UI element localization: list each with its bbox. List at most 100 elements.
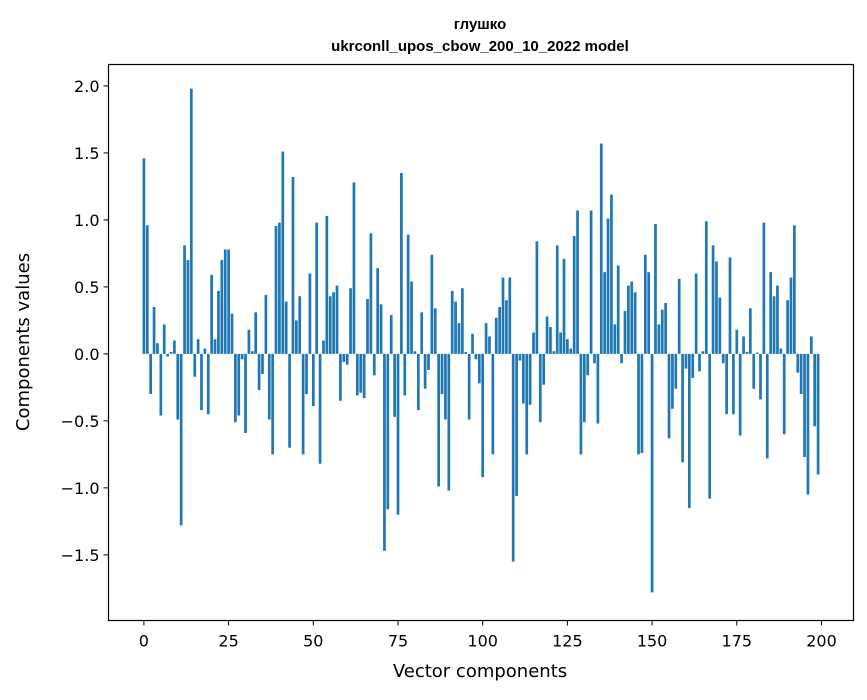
bar-component-90 <box>447 353 451 491</box>
bar-component-191 <box>789 277 793 354</box>
bar-component-19 <box>206 353 210 415</box>
bar-component-127 <box>572 235 576 354</box>
bar-component-198 <box>813 353 817 427</box>
bar-component-13 <box>186 260 190 354</box>
bar-component-81 <box>416 353 420 411</box>
bar-component-50 <box>311 353 315 407</box>
bar-component-45 <box>295 320 298 354</box>
bar-component-106 <box>501 277 505 354</box>
bar-component-65 <box>362 353 366 399</box>
bar-component-2 <box>149 353 153 395</box>
bar-component-67 <box>369 233 373 354</box>
bar-component-168 <box>711 245 715 354</box>
bar-component-89 <box>444 353 447 420</box>
bar-component-166 <box>704 221 708 354</box>
bar-component-170 <box>718 297 722 354</box>
bar-component-185 <box>769 272 773 354</box>
bar-component-160 <box>684 353 688 369</box>
bar-component-176 <box>738 353 742 436</box>
bar-component-56 <box>332 292 335 354</box>
bar-component-22 <box>217 290 220 354</box>
bar-component-142 <box>623 311 627 354</box>
bar-component-178 <box>745 351 749 354</box>
bar-component-189 <box>782 353 786 435</box>
bar-component-146 <box>637 353 640 455</box>
bar-component-173 <box>728 257 732 354</box>
bar-component-38 <box>271 353 274 455</box>
bar-component-48 <box>305 353 308 395</box>
bar-component-23 <box>220 260 224 354</box>
bar-component-55 <box>328 296 332 354</box>
bar-component-79 <box>410 281 413 354</box>
bar-component-135 <box>599 143 603 354</box>
x-tick-label: 50 <box>303 632 323 651</box>
bar-component-69 <box>376 268 380 354</box>
bar-component-97 <box>471 333 474 354</box>
bar-component-179 <box>748 308 752 354</box>
bar-component-61 <box>349 288 352 354</box>
bar-component-75 <box>396 353 400 515</box>
bar-component-171 <box>721 353 725 364</box>
bar-component-100 <box>481 353 485 478</box>
bar-component-153 <box>660 309 664 354</box>
bar-component-99 <box>477 353 481 384</box>
bar-component-162 <box>691 353 695 379</box>
bar-component-26 <box>230 313 234 354</box>
bar-component-49 <box>308 273 312 354</box>
bar-component-98 <box>474 353 478 360</box>
bar-component-137 <box>606 218 610 354</box>
y-tick-label: 1.5 <box>74 144 99 163</box>
x-tick-label: 25 <box>218 632 238 651</box>
bar-component-59 <box>342 353 346 362</box>
bar-component-34 <box>257 353 261 391</box>
bar-component-141 <box>620 353 623 364</box>
bar-component-151 <box>654 223 657 354</box>
bar-component-29 <box>240 353 244 360</box>
chart-title-line-2: ukrconll_upos_cbow_200_10_2022 model <box>331 38 629 55</box>
bar-component-193 <box>796 353 800 373</box>
bar-component-145 <box>633 292 637 354</box>
bar-component-44 <box>291 177 295 354</box>
bar-component-132 <box>589 210 593 354</box>
bar-component-32 <box>250 351 254 354</box>
bar-component-105 <box>498 306 501 354</box>
bar-component-6 <box>162 324 166 354</box>
bar-component-143 <box>627 285 630 354</box>
bar-component-76 <box>400 173 403 354</box>
bar-component-68 <box>372 353 376 376</box>
bar-component-158 <box>677 278 681 354</box>
bar-component-57 <box>335 285 339 354</box>
bar-component-41 <box>281 151 285 354</box>
bar-component-133 <box>593 353 596 364</box>
bar-component-169 <box>715 261 718 354</box>
bar-component-167 <box>708 353 712 499</box>
bar-component-182 <box>759 353 762 400</box>
bar-component-148 <box>643 254 647 354</box>
x-tick-label: 100 <box>467 632 498 651</box>
bar-component-31 <box>247 329 251 354</box>
bar-component-82 <box>420 312 424 354</box>
bar-component-95 <box>464 351 468 354</box>
bar-component-40 <box>278 222 281 354</box>
bar-component-129 <box>579 353 583 455</box>
bar-component-88 <box>440 353 444 395</box>
bar-component-108 <box>508 277 512 354</box>
x-tick-label: 150 <box>637 632 668 651</box>
bar-component-71 <box>383 353 386 551</box>
x-axis-ticks: 0 25 50 75 100 125 150 175 200 <box>139 620 837 651</box>
bar-component-84 <box>427 353 430 370</box>
bar-component-77 <box>403 353 407 396</box>
bar-component-120 <box>549 327 552 354</box>
bar-component-114 <box>528 353 532 405</box>
bar-component-27 <box>234 353 237 423</box>
bar-component-180 <box>752 353 756 389</box>
bar-component-5 <box>159 353 163 416</box>
bar-component-30 <box>244 353 247 433</box>
bar-component-190 <box>786 300 789 354</box>
chart-title-line-1: глушко <box>454 16 507 33</box>
bar-component-138 <box>610 194 613 354</box>
bar-component-102 <box>488 336 491 354</box>
bar-component-70 <box>379 304 383 354</box>
bar-component-150 <box>650 353 654 593</box>
